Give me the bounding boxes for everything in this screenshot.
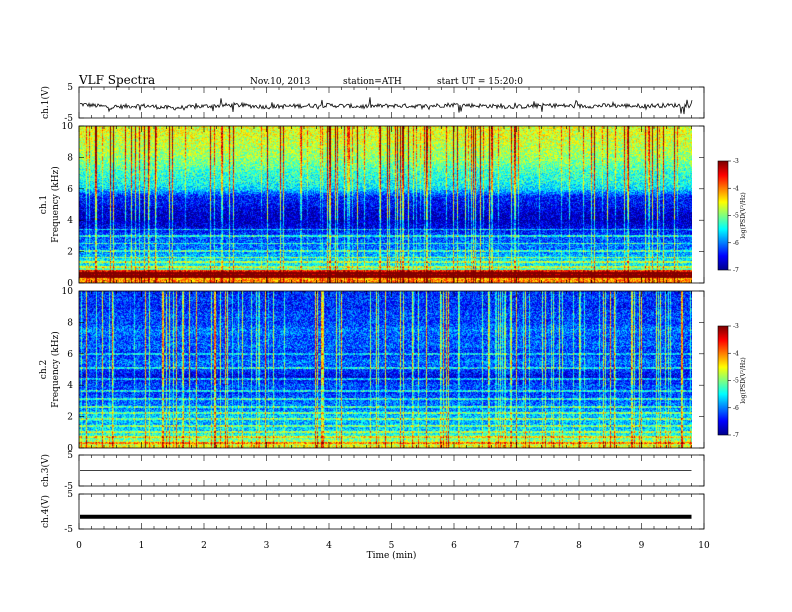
time-tick-label: 7 bbox=[514, 541, 520, 551]
ch1-spectrogram-ytick-label: 8 bbox=[67, 153, 73, 163]
colorbar-tick-label: -5 bbox=[733, 378, 739, 385]
ch2-colorbar-gradient bbox=[718, 326, 728, 435]
ch1-colorbar: -3 -4 -5 -6 -7 log(PSD(V²/Hz) bbox=[717, 158, 747, 274]
time-tick-label: 1 bbox=[139, 541, 145, 551]
ch2-spectrogram-ylabel-frequency: Frequency (kHz) bbox=[50, 331, 61, 408]
ch2-spectrogram-ytick-label: 8 bbox=[67, 318, 73, 328]
ch1-spectrogram-ylabel-frequency: Frequency (kHz) bbox=[50, 166, 61, 243]
ch4-waveform-ytick-label: -5 bbox=[64, 525, 73, 535]
colorbar-tick-label: -5 bbox=[733, 213, 739, 220]
ch2-spectrogram-ytick-label: 10 bbox=[62, 287, 74, 297]
ch3-waveform-panel: 5 -5 ch.3(V) bbox=[40, 451, 705, 492]
ch1-waveform-panel: 5 -5 ch.1(V) bbox=[40, 83, 705, 124]
date-label: Nov.10, 2013 bbox=[250, 77, 311, 87]
ch1-colorbar-gradient bbox=[718, 161, 728, 270]
time-tick-label: 8 bbox=[576, 541, 582, 551]
ch3-waveform-ylabel: ch.3(V) bbox=[40, 454, 51, 487]
ch2-spectrogram-ytick-label: 2 bbox=[67, 413, 73, 423]
colorbar-label: log(PSD(V²/Hz) bbox=[740, 192, 747, 239]
colorbar-tick-label: -4 bbox=[733, 350, 739, 357]
colorbar-tick-label: -7 bbox=[733, 267, 739, 274]
time-tick-label: 0 bbox=[76, 541, 82, 551]
time-axis: 0 1 2 3 4 5 6 7 8 9 10 Time (min) bbox=[76, 541, 710, 561]
ch1-spectrogram-ytick-label: 2 bbox=[67, 248, 73, 258]
colorbar-tick-label: -7 bbox=[733, 432, 739, 439]
ch1-spectrogram-ylabel-channel: ch.1 bbox=[39, 195, 49, 214]
ch3-waveform-ytick-label: -5 bbox=[64, 482, 73, 492]
time-tick-label: 4 bbox=[326, 541, 332, 551]
ch4-waveform-panel: 5 -5 ch.4(V) bbox=[40, 490, 705, 535]
time-tick-label: 3 bbox=[264, 541, 270, 551]
ch1-waveform-trace bbox=[79, 97, 693, 115]
colorbar-tick-label: -6 bbox=[733, 240, 739, 247]
ch2-spectrogram-ytick-label: 0 bbox=[67, 444, 73, 454]
ch1-spectrogram-image bbox=[79, 126, 692, 283]
colorbar-tick-label: -3 bbox=[733, 158, 739, 165]
time-tick-label: 9 bbox=[639, 541, 645, 551]
station-label: station=ATH bbox=[343, 77, 402, 87]
ch4-waveform-ytick-label: 5 bbox=[67, 490, 73, 500]
time-tick-label: 2 bbox=[201, 541, 207, 551]
time-axis-label: Time (min) bbox=[367, 550, 417, 561]
ch2-spectrogram-ylabel-channel: ch.2 bbox=[39, 360, 49, 379]
time-tick-label: 10 bbox=[698, 541, 710, 551]
ch3-waveform-ytick-label: 5 bbox=[67, 451, 73, 461]
ch2-spectrogram-ytick-label: 4 bbox=[67, 381, 73, 391]
ch1-spectrogram-ytick-label: 4 bbox=[67, 216, 73, 226]
colorbar-tick-label: -4 bbox=[733, 185, 739, 192]
colorbar-label: log(PSD(V²/Hz) bbox=[740, 357, 747, 404]
ch2-spectrogram-ytick-label: 6 bbox=[67, 350, 73, 360]
figure-title: VLF Spectra bbox=[78, 73, 155, 87]
start-time-label: start UT = 15:20:0 bbox=[437, 77, 523, 87]
ch1-waveform-ylabel: ch.1(V) bbox=[40, 86, 51, 119]
time-tick-label: 6 bbox=[451, 541, 457, 551]
ch1-spectrogram-ytick-label: 10 bbox=[62, 122, 74, 132]
ch1-spectrogram-ytick-label: 0 bbox=[67, 279, 73, 289]
ch2-colorbar: -3 -4 -5 -6 -7 log(PSD(V²/Hz) bbox=[717, 323, 747, 439]
ch1-spectrogram-panel: 0 2 4 6 8 10 ch.1 Frequency (kHz) bbox=[39, 122, 705, 289]
ch4-waveform-ylabel: ch.4(V) bbox=[40, 495, 51, 528]
ch2-spectrogram-image bbox=[79, 291, 692, 448]
colorbar-tick-label: -6 bbox=[733, 405, 739, 412]
ch1-waveform-ytick-label: -5 bbox=[64, 114, 73, 124]
colorbar-tick-label: -3 bbox=[733, 323, 739, 330]
time-tick-label: 5 bbox=[389, 541, 395, 551]
ch2-spectrogram-panel: 0 2 4 6 8 10 ch.2 Frequency (kHz) bbox=[39, 287, 705, 454]
ch1-spectrogram-ytick-label: 6 bbox=[67, 185, 73, 195]
ch1-waveform-ytick-label: 5 bbox=[67, 83, 73, 93]
